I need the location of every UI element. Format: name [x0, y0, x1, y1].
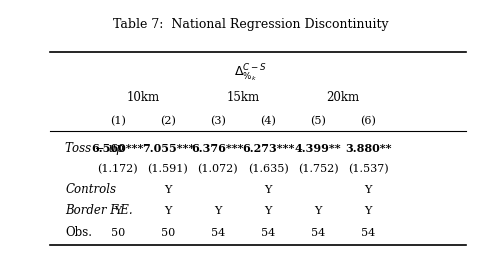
- Text: Y: Y: [265, 185, 272, 195]
- Text: Table 7:  National Regression Discontinuity: Table 7: National Regression Discontinui…: [113, 18, 388, 31]
- Text: (1.752): (1.752): [298, 164, 339, 174]
- Text: 3.880**: 3.880**: [345, 143, 391, 154]
- Text: 6.560***: 6.560***: [92, 143, 144, 154]
- Text: Y: Y: [114, 206, 121, 216]
- Text: (1.172): (1.172): [97, 164, 138, 174]
- Text: (1): (1): [110, 116, 126, 126]
- Text: 54: 54: [361, 228, 375, 238]
- Text: Y: Y: [214, 206, 221, 216]
- Text: Y: Y: [265, 206, 272, 216]
- Text: Y: Y: [164, 185, 171, 195]
- Text: (4): (4): [260, 116, 276, 126]
- Text: 15km: 15km: [226, 91, 260, 104]
- Text: Y: Y: [315, 206, 322, 216]
- Text: (2): (2): [160, 116, 176, 126]
- Text: 6.273***: 6.273***: [242, 143, 294, 154]
- Text: 4.399**: 4.399**: [295, 143, 342, 154]
- Text: (1.072): (1.072): [197, 164, 238, 174]
- Text: 50: 50: [161, 228, 175, 238]
- Text: (5): (5): [310, 116, 326, 126]
- Text: (1.591): (1.591): [147, 164, 188, 174]
- Text: Controls: Controls: [65, 183, 116, 196]
- Text: 10km: 10km: [126, 91, 159, 104]
- Text: 54: 54: [311, 228, 325, 238]
- Text: 20km: 20km: [327, 91, 360, 104]
- Text: (1.537): (1.537): [348, 164, 389, 174]
- Text: Obs.: Obs.: [65, 226, 92, 239]
- Text: Y: Y: [365, 185, 372, 195]
- Text: Toss − up: Toss − up: [65, 142, 124, 155]
- Text: (6): (6): [360, 116, 376, 126]
- Text: Y: Y: [164, 206, 171, 216]
- Text: $\Delta_{\%_{k}}^{C-S}$: $\Delta_{\%_{k}}^{C-S}$: [234, 62, 267, 83]
- Text: Y: Y: [365, 206, 372, 216]
- Text: 54: 54: [261, 228, 275, 238]
- Text: (1.635): (1.635): [247, 164, 289, 174]
- Text: 50: 50: [111, 228, 125, 238]
- Text: (3): (3): [210, 116, 226, 126]
- Text: Border F.E.: Border F.E.: [65, 204, 133, 217]
- Text: 7.055***: 7.055***: [142, 143, 194, 154]
- Text: 54: 54: [211, 228, 225, 238]
- Text: 6.376***: 6.376***: [192, 143, 244, 154]
